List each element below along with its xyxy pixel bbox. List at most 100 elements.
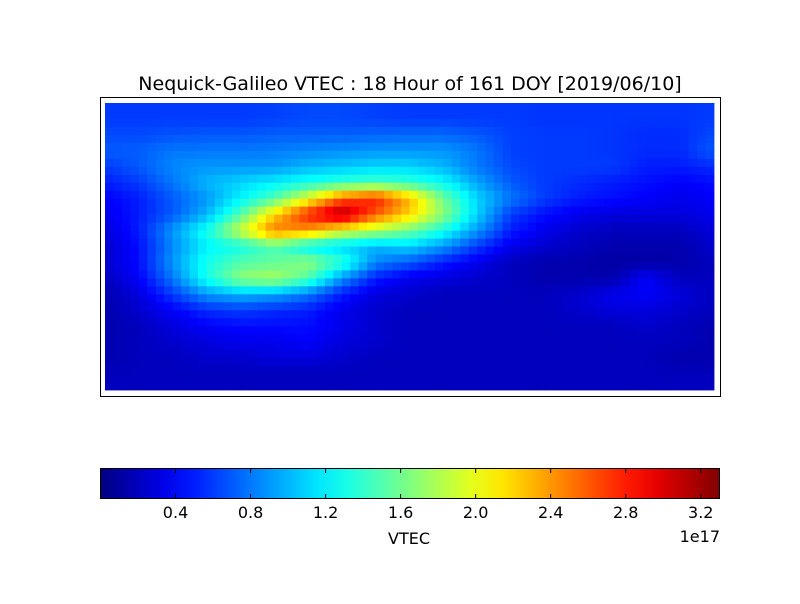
heatmap-cell: [637, 174, 647, 184]
heatmap-cell: [434, 158, 444, 168]
heatmap-cell: [544, 166, 554, 176]
heatmap-cell: [138, 382, 148, 391]
heatmap-cell: [688, 110, 698, 120]
heatmap-cell: [214, 334, 224, 343]
heatmap-cell: [113, 366, 123, 375]
heatmap-cell: [417, 103, 427, 112]
heatmap-cell: [308, 134, 317, 144]
heatmap-cell: [248, 206, 258, 216]
heatmap-cell: [553, 246, 563, 255]
heatmap-cell: [519, 222, 529, 231]
heatmap-cell: [595, 182, 605, 192]
heatmap-cell: [451, 142, 461, 152]
heatmap-cell: [392, 350, 402, 359]
heatmap-cell: [663, 174, 673, 184]
heatmap-cell: [375, 270, 385, 279]
heatmap-cell: [113, 222, 123, 231]
heatmap-cell: [451, 174, 461, 184]
heatmap-cell: [231, 166, 241, 176]
heatmap-cell: [434, 150, 444, 160]
heatmap-cell: [561, 254, 571, 263]
heatmap-cell: [240, 118, 250, 128]
heatmap-cell: [629, 286, 639, 295]
heatmap-cell: [350, 278, 360, 287]
heatmap-cell: [358, 286, 368, 295]
heatmap-cell: [536, 206, 546, 216]
heatmap-cell: [206, 294, 216, 303]
heatmap-cell: [274, 310, 284, 319]
heatmap-cell: [147, 342, 157, 351]
heatmap-cell: [485, 270, 495, 279]
heatmap-cell: [172, 142, 182, 152]
heatmap-cell: [164, 254, 174, 263]
heatmap-cell: [138, 326, 148, 335]
heatmap-cell: [282, 150, 292, 160]
heatmap-cell: [570, 342, 580, 351]
heatmap-cell: [257, 158, 267, 168]
heatmap-cell: [671, 350, 681, 359]
heatmap-cell: [274, 222, 284, 231]
heatmap-cell: [663, 270, 673, 279]
heatmap-cell: [358, 318, 368, 327]
heatmap-cell: [544, 103, 554, 112]
heatmap-cell: [257, 374, 267, 383]
heatmap-cell: [688, 238, 698, 247]
heatmap-cell: [358, 302, 368, 311]
heatmap-cell: [282, 174, 292, 184]
heatmap-cell: [705, 246, 715, 255]
heatmap-cell: [578, 334, 588, 343]
heatmap-cell: [231, 350, 241, 359]
heatmap-cell: [417, 270, 427, 279]
chart-title: Nequick-Galileo VTEC : 18 Hour of 161 DO…: [138, 73, 681, 95]
heatmap-cell: [646, 318, 656, 327]
heatmap-cell: [350, 103, 360, 112]
heatmap-cell: [561, 206, 571, 216]
heatmap-cell: [544, 222, 554, 231]
heatmap-cell: [138, 318, 148, 327]
heatmap-cell: [384, 302, 393, 311]
heatmap-cell: [316, 382, 326, 391]
heatmap-cell: [629, 222, 639, 231]
heatmap-cell: [536, 382, 546, 391]
heatmap-cell: [417, 286, 427, 295]
heatmap-cell: [282, 110, 292, 120]
heatmap-cell: [612, 262, 622, 271]
heatmap-cell: [138, 103, 148, 112]
heatmap-cell: [308, 182, 317, 192]
heatmap-cell: [113, 134, 123, 144]
heatmap-cell: [527, 230, 537, 239]
heatmap-cell: [367, 150, 377, 160]
heatmap-cell: [688, 374, 698, 383]
heatmap-cell: [375, 150, 385, 160]
heatmap-cell: [341, 294, 351, 303]
heatmap-cell: [198, 334, 207, 343]
heatmap-cell: [570, 302, 580, 311]
heatmap-cell: [502, 134, 512, 144]
heatmap-cell: [240, 230, 250, 239]
heatmap-cell: [519, 166, 529, 176]
heatmap-cell: [401, 222, 410, 231]
heatmap-cell: [316, 150, 326, 160]
heatmap-cell: [130, 206, 140, 216]
heatmap-cell: [409, 110, 419, 120]
heatmap-cell: [705, 182, 715, 192]
heatmap-cell: [629, 246, 639, 255]
heatmap-cell: [494, 382, 503, 391]
heatmap-cell: [561, 222, 571, 231]
heatmap-cell: [214, 190, 224, 200]
heatmap-cell: [248, 310, 258, 319]
heatmap-cell: [460, 318, 470, 327]
heatmap-cell: [392, 190, 402, 200]
heatmap-cell: [240, 182, 250, 192]
heatmap-cell: [426, 294, 436, 303]
heatmap-cell: [375, 382, 385, 391]
heatmap-cell: [147, 110, 157, 120]
heatmap-cell: [468, 342, 478, 351]
heatmap-cell: [604, 174, 613, 184]
heatmap-cell: [434, 286, 444, 295]
heatmap-cell: [375, 110, 385, 120]
heatmap-cell: [680, 246, 690, 255]
heatmap-cell: [164, 238, 174, 247]
heatmap-cell: [409, 166, 419, 176]
heatmap-cell: [308, 374, 317, 383]
